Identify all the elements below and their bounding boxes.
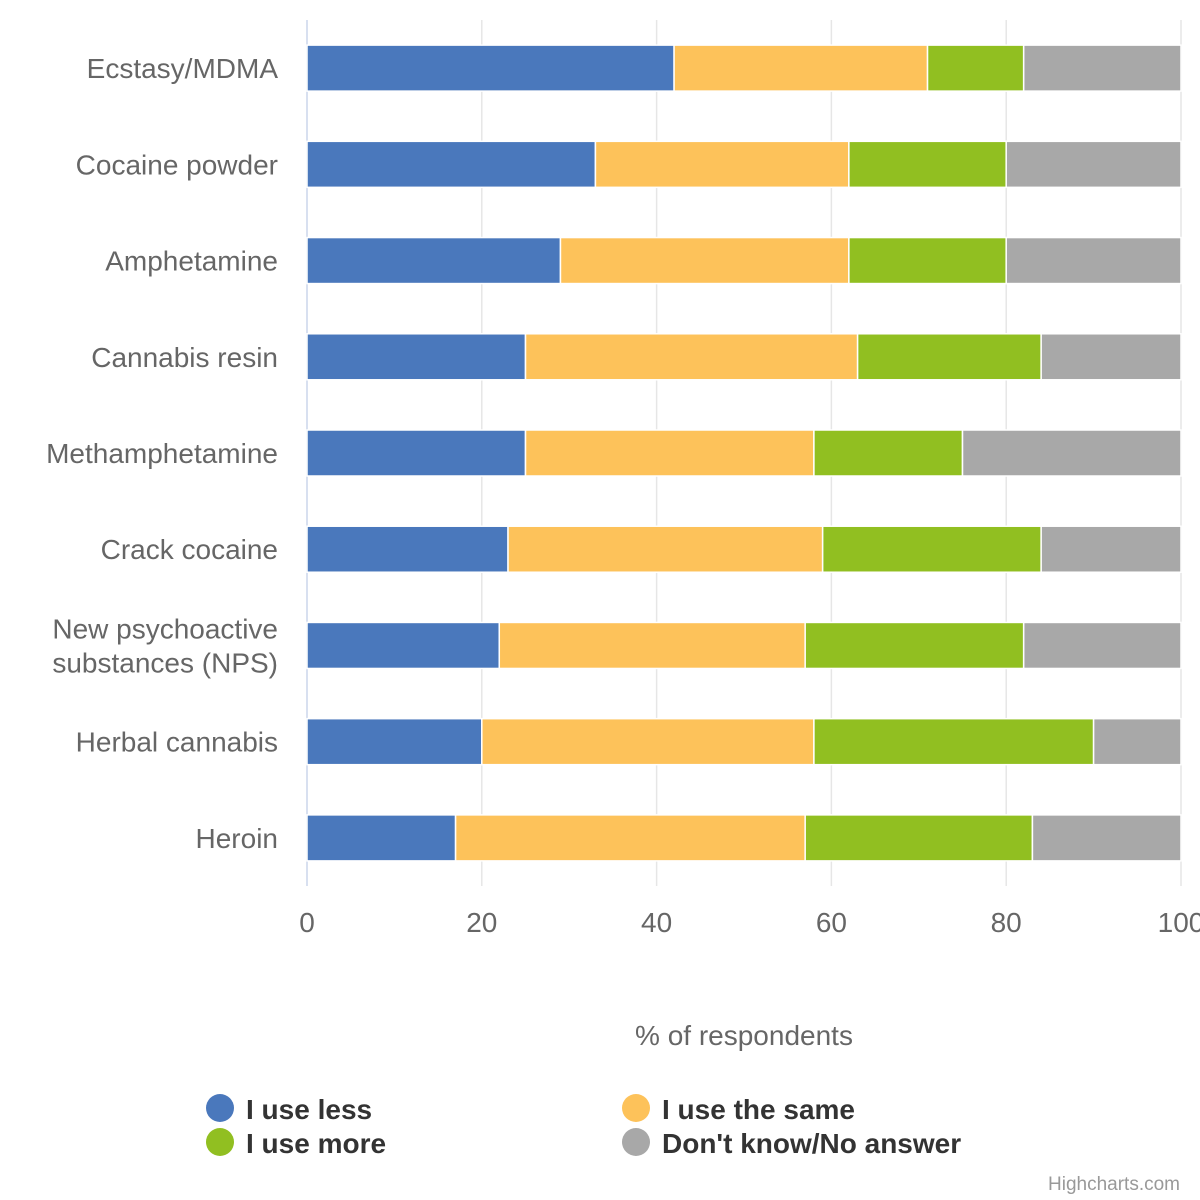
bar-segment[interactable] — [306, 44, 675, 92]
bar-segment[interactable] — [306, 717, 483, 766]
bar-segment[interactable] — [306, 814, 457, 862]
x-tick-label: 100 — [1158, 907, 1200, 938]
legend-symbol — [622, 1094, 650, 1122]
bar-segment[interactable] — [481, 717, 815, 766]
x-tick-label: 20 — [466, 907, 497, 938]
category-label: Heroin — [196, 823, 278, 854]
legend-label: I use more — [246, 1128, 386, 1159]
bar-segment[interactable] — [1005, 236, 1182, 285]
x-tick-label: 80 — [991, 907, 1022, 938]
bar-segment[interactable] — [507, 525, 824, 573]
bars — [306, 44, 1182, 862]
legend-label: I use less — [246, 1094, 372, 1125]
bar-segment[interactable] — [306, 429, 527, 477]
category-label: Cocaine powder — [76, 149, 278, 180]
category-label: New psychoactive substances (NPS) — [52, 613, 278, 678]
legend-item[interactable]: I use more — [206, 1128, 386, 1159]
category-label: Ecstasy/MDMA — [87, 53, 279, 84]
bar-segment[interactable] — [821, 525, 1042, 573]
legend-symbol — [206, 1128, 234, 1156]
bar-segment[interactable] — [813, 717, 1095, 766]
bar-segment[interactable] — [306, 621, 501, 670]
bar-segment[interactable] — [804, 621, 1025, 670]
bar-segment[interactable] — [559, 236, 850, 285]
category-label: Methamphetamine — [46, 438, 278, 469]
bar-segment[interactable] — [804, 814, 1034, 862]
bar-segment[interactable] — [1022, 621, 1182, 670]
bar-segment[interactable] — [813, 429, 964, 477]
bar-segment[interactable] — [524, 429, 815, 477]
bar-segment[interactable] — [1040, 525, 1182, 573]
bar-segment[interactable] — [306, 525, 509, 573]
bar-segment[interactable] — [673, 44, 929, 92]
category-label: Herbal cannabis — [76, 727, 278, 758]
bar-segment[interactable] — [1092, 717, 1182, 766]
legend[interactable]: I use less I use the same I use more Don't … — [206, 1094, 961, 1159]
bar-segment[interactable] — [524, 333, 859, 381]
bar-segment[interactable] — [594, 140, 850, 189]
bar-segment[interactable] — [306, 140, 597, 189]
bar-segment[interactable] — [1031, 814, 1182, 862]
credits[interactable]: Highcharts.com — [1048, 1174, 1180, 1195]
legend-symbol — [622, 1128, 650, 1156]
legend-item[interactable]: Don't know/No answer — [622, 1128, 961, 1159]
bar-segment[interactable] — [498, 621, 806, 670]
bar-segment[interactable] — [454, 814, 806, 862]
legend-item[interactable]: I use less — [206, 1094, 372, 1125]
bar-segment[interactable] — [1005, 140, 1182, 189]
legend-item[interactable]: I use the same — [622, 1094, 855, 1125]
legend-label: Don't know/No answer — [662, 1128, 961, 1159]
bar-segment[interactable] — [848, 236, 1007, 285]
category-label: Amphetamine — [105, 246, 278, 277]
bar-segment[interactable] — [1022, 44, 1182, 92]
category-label: Cannabis resin — [91, 342, 278, 373]
x-axis-title: % of respondents — [635, 1020, 853, 1051]
bar-segment[interactable] — [961, 429, 1182, 477]
bar-segment[interactable] — [856, 333, 1042, 381]
legend-label: I use the same — [662, 1094, 855, 1125]
legend-symbol — [206, 1094, 234, 1122]
x-tick-label: 0 — [299, 907, 315, 938]
x-axis-tick-labels: 0 20 40 60 80 100 — [299, 907, 1200, 938]
x-tick-label: 60 — [816, 907, 847, 938]
x-tick-label: 40 — [641, 907, 672, 938]
bar-segment[interactable] — [306, 333, 527, 381]
category-labels: Ecstasy/MDMA Cocaine powder Amphetamine Can… — [46, 53, 278, 854]
bar-segment[interactable] — [848, 140, 1007, 189]
category-label: Crack cocaine — [101, 534, 278, 565]
bar-segment[interactable] — [926, 44, 1025, 92]
bar-segment[interactable] — [1040, 333, 1182, 381]
bar-segment[interactable] — [306, 236, 562, 285]
